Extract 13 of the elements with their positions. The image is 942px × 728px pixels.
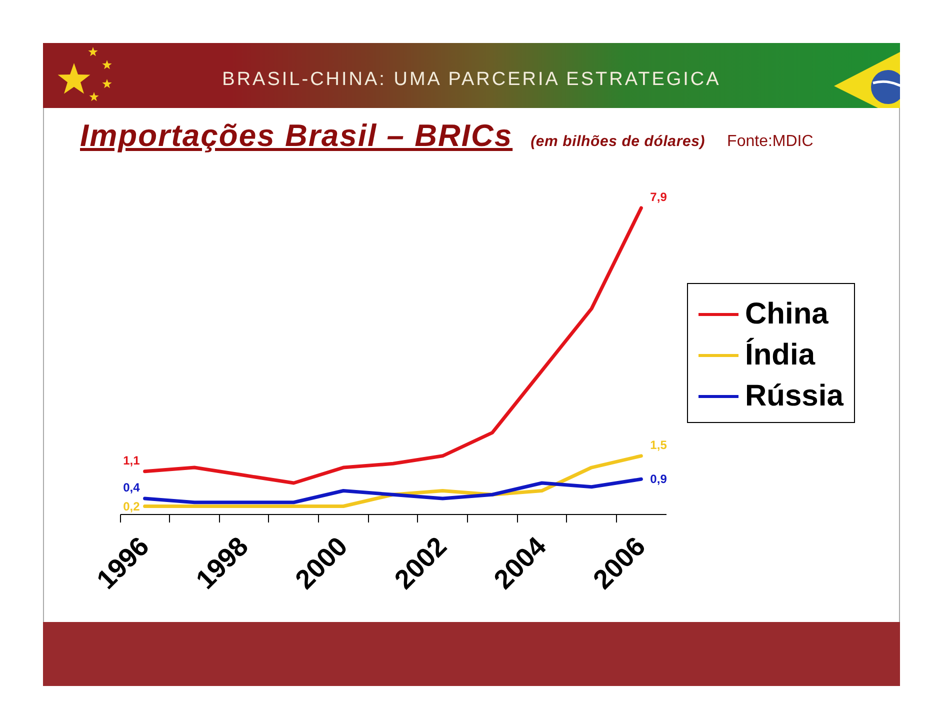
chart-subtitle: (em bilhões de dólares) <box>530 133 706 150</box>
legend-label: China <box>745 298 829 330</box>
chart-title: Importações Brasil – BRICs <box>80 118 513 153</box>
legend-label: Rússia <box>745 380 844 412</box>
data-label: 1,5 <box>650 438 668 452</box>
data-label: 0,4 <box>123 480 140 495</box>
header-strip: BRASIL-CHINA: UMA PARCERIA ESTRATEGICA <box>43 43 900 108</box>
data-label: 0,2 <box>123 499 140 514</box>
source-note: Fonte:MDIC <box>727 133 814 150</box>
data-label: 0,9 <box>650 472 668 486</box>
data-label: 7,9 <box>650 190 668 204</box>
legend-label: Índia <box>745 338 816 372</box>
data-label: 1,1 <box>123 453 140 468</box>
